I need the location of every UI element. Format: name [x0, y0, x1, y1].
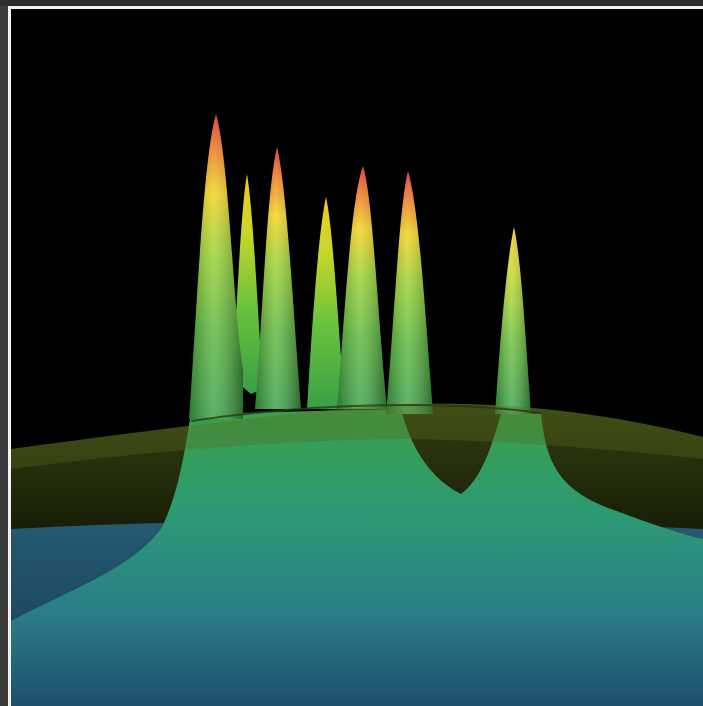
peaks-surface-render	[11, 9, 703, 706]
peak-4	[307, 197, 345, 409]
peak-2	[233, 174, 263, 394]
peak-group	[189, 114, 531, 419]
top-edge-bar	[0, 0, 703, 6]
plane-edge	[11, 403, 703, 469]
image-frame	[8, 6, 703, 706]
surface-base	[11, 409, 703, 706]
